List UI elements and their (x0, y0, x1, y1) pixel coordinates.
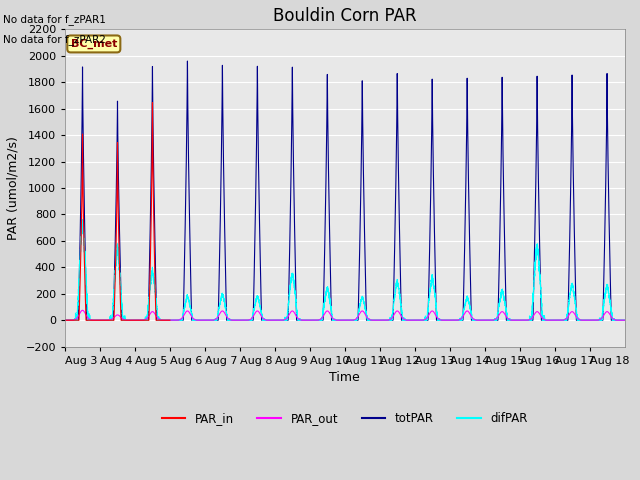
Legend: PAR_in, PAR_out, totPAR, difPAR: PAR_in, PAR_out, totPAR, difPAR (157, 407, 532, 430)
PAR_out (621, 317, 628, 323)
Text: No data for f_zPAR1: No data for f_zPAR1 (3, 14, 106, 25)
totPAR (184, 58, 191, 64)
totPAR (233, 317, 241, 323)
Line: PAR_out: PAR_out (65, 310, 625, 320)
difPAR (481, 317, 489, 323)
difPAR (233, 317, 241, 323)
difPAR (206, 317, 214, 323)
X-axis label: Time: Time (330, 371, 360, 384)
totPAR (61, 317, 69, 323)
PAR_out (312, 317, 320, 323)
difPAR (621, 317, 628, 323)
Text: No data for f_zPAR2: No data for f_zPAR2 (3, 34, 106, 45)
totPAR (481, 317, 489, 323)
Line: PAR_in: PAR_in (65, 103, 170, 320)
PAR_in (81, 268, 88, 274)
difPAR (312, 317, 320, 323)
totPAR (206, 317, 214, 323)
PAR_out (79, 307, 86, 313)
Y-axis label: PAR (umol/m2/s): PAR (umol/m2/s) (7, 136, 20, 240)
PAR_out (61, 317, 69, 323)
difPAR (78, 216, 86, 222)
PAR_out (233, 317, 241, 323)
totPAR (549, 317, 557, 323)
Text: BC_met: BC_met (70, 39, 117, 49)
PAR_out (81, 310, 88, 315)
totPAR (81, 220, 88, 226)
difPAR (61, 317, 69, 323)
PAR_out (206, 317, 214, 323)
difPAR (81, 250, 88, 256)
Title: Bouldin Corn PAR: Bouldin Corn PAR (273, 7, 417, 25)
totPAR (312, 317, 320, 323)
difPAR (549, 317, 557, 323)
PAR_out (481, 317, 489, 323)
totPAR (621, 317, 628, 323)
PAR_out (549, 317, 557, 323)
PAR_in (61, 317, 69, 323)
Line: totPAR: totPAR (65, 61, 625, 320)
Line: difPAR: difPAR (65, 219, 625, 320)
